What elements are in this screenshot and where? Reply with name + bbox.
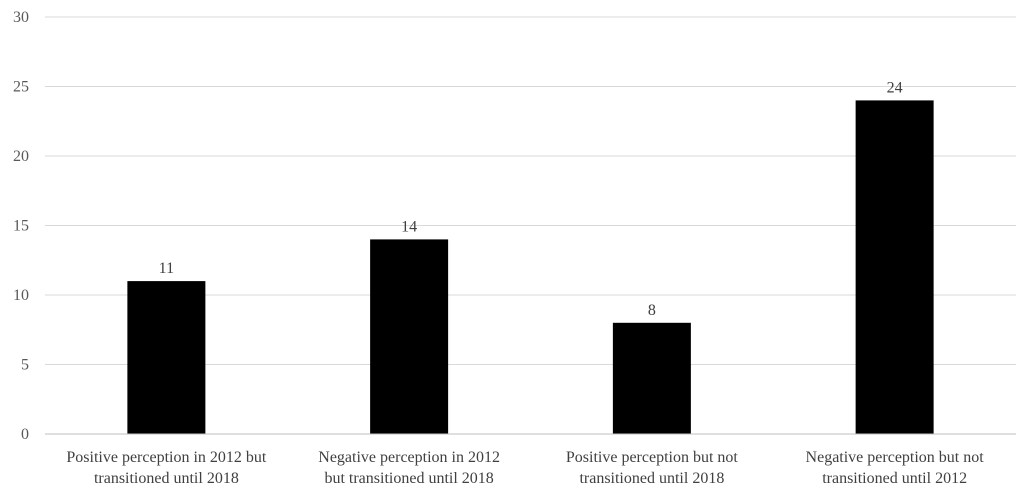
y-tick-label: 5 <box>21 357 29 374</box>
data-label: 8 <box>648 302 656 319</box>
bars <box>127 100 934 435</box>
y-axis-tick-labels: 0 5 10 15 20 25 30 <box>13 9 29 443</box>
bar <box>370 239 449 434</box>
y-tick-label: 15 <box>13 218 29 235</box>
data-label: 24 <box>887 79 903 96</box>
x-category-label: but transitioned until 2018 <box>324 470 493 487</box>
y-tick-label: 10 <box>13 287 29 304</box>
x-category-label: transitioned until 2018 <box>94 470 239 487</box>
x-category-label: transitioned until 2012 <box>822 470 967 487</box>
y-tick-label: 0 <box>21 426 29 443</box>
data-labels: 11 14 8 24 <box>159 79 903 318</box>
data-label: 11 <box>159 260 174 277</box>
x-axis-category-labels: Positive perception in 2012 but transitio… <box>66 449 984 487</box>
bar <box>855 100 934 435</box>
x-category-label: Positive perception but not <box>566 449 739 466</box>
y-tick-label: 30 <box>13 9 29 26</box>
gridlines <box>45 16 1016 365</box>
y-tick-label: 25 <box>13 79 29 96</box>
bar <box>612 322 691 434</box>
bar <box>127 281 206 434</box>
y-tick-label: 20 <box>13 148 29 165</box>
x-category-label: Negative perception but not <box>806 449 985 466</box>
data-label: 14 <box>401 218 417 235</box>
x-category-label: Negative perception in 2012 <box>318 449 500 466</box>
x-category-label: transitioned until 2018 <box>579 470 724 487</box>
x-category-label: Positive perception in 2012 but <box>66 449 267 466</box>
